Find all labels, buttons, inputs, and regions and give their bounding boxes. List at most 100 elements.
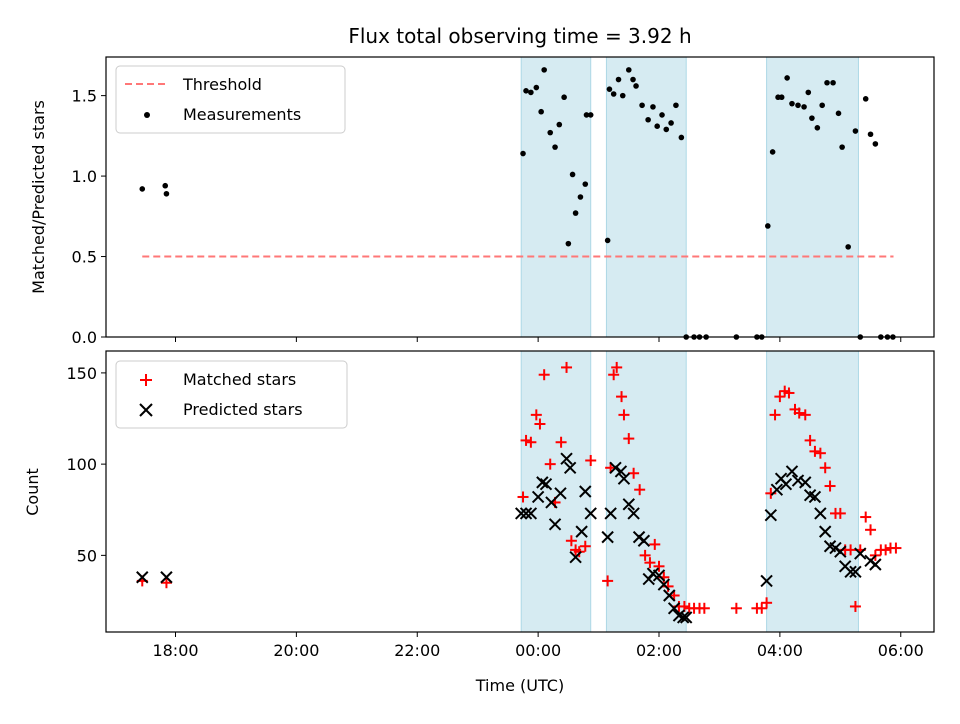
measurement-point — [520, 150, 526, 157]
measurement-point — [830, 79, 836, 86]
measurement-point — [162, 182, 169, 189]
x-tick-label: 06:00 — [878, 641, 924, 660]
measurement-point — [769, 149, 776, 155]
measurement-point — [778, 94, 785, 101]
predicted-star-point — [657, 578, 671, 591]
measurement-point — [541, 67, 547, 73]
observing-interval-band — [520, 350, 592, 633]
measurement-point — [650, 104, 656, 110]
count-y-tick-label: 150 — [66, 364, 97, 383]
matched-star-point — [849, 600, 861, 612]
measurement-point — [587, 112, 594, 118]
measurement-point — [577, 194, 584, 200]
measurement-point — [528, 89, 534, 96]
measurement-point — [625, 67, 632, 73]
measurement-point — [654, 123, 660, 129]
predicted-star-point — [663, 589, 676, 602]
predicted-star-point — [617, 472, 631, 485]
measurement-point — [814, 125, 821, 131]
measurement-point — [569, 171, 576, 178]
measurement-point — [630, 76, 636, 83]
matched-star-point — [730, 602, 742, 614]
measurement-point — [668, 120, 674, 126]
measurement-point — [538, 108, 544, 115]
measurement-point — [867, 131, 874, 138]
predicted-star-point — [854, 547, 867, 560]
measurement-point — [583, 112, 590, 118]
predicted-star-point — [569, 550, 582, 564]
matched-star-point — [865, 524, 877, 536]
measurement-point — [673, 102, 679, 109]
matched-star-point — [530, 409, 542, 421]
measurement-point — [610, 91, 617, 97]
measurement-point — [784, 75, 790, 81]
predicted-star-point — [575, 525, 588, 538]
ratio-legend: Threshold Measurements — [115, 65, 346, 134]
measurement-point — [619, 92, 626, 99]
predicted-star-point — [764, 509, 778, 522]
measurement-point — [659, 112, 665, 118]
predicted-star-point — [834, 545, 847, 558]
x-tick-label: 02:00 — [636, 641, 682, 660]
matched-star-point — [634, 484, 646, 496]
measurement-point — [633, 83, 639, 89]
predicted-star-point — [808, 490, 822, 504]
measurement-point — [789, 100, 795, 107]
measurement-point — [839, 144, 845, 150]
matched-star-point — [616, 391, 628, 403]
measurement-point — [872, 141, 879, 147]
count-panel: 18:00 20:00 22:00 00:00 02:00 04:00 06:00 50 100… — [23, 350, 935, 695]
ratio-y-axis-label: Matched/Predicted stars — [29, 100, 48, 294]
measurement-point — [862, 96, 869, 102]
count-y-axis-label: Count — [23, 468, 42, 516]
ratio-y-tick-label: 0.5 — [72, 248, 97, 267]
measurement-point — [795, 102, 801, 109]
matched-star-point — [618, 409, 630, 421]
predicted-star-point — [844, 565, 857, 578]
measurement-point — [645, 116, 651, 123]
legend-threshold-label: Threshold — [182, 75, 262, 94]
matched-star-point — [761, 597, 773, 609]
matched-star-point — [538, 369, 550, 381]
predicted-star-point — [160, 571, 173, 584]
count-y-tick-label: 50 — [77, 546, 97, 565]
matched-star-point — [561, 361, 573, 373]
measurement-point — [582, 181, 589, 187]
predicted-star-point — [560, 452, 573, 465]
predicted-star-point — [652, 569, 666, 582]
predicted-star-point — [579, 485, 592, 498]
matched-star-point — [639, 549, 651, 561]
measurement-point — [533, 84, 540, 91]
matched-star-point — [756, 602, 768, 614]
predicted-star-point — [627, 507, 640, 520]
predicted-star-point — [770, 483, 784, 496]
predicted-star-point — [819, 525, 832, 538]
figure-title: Flux total observing time = 3.92 h — [348, 24, 691, 48]
predicted-star-point — [760, 574, 773, 588]
predicted-star-point — [676, 611, 690, 624]
legend-matched-swatch — [140, 374, 152, 386]
predicted-star-point — [519, 507, 533, 520]
matched-star-point — [860, 511, 872, 523]
matched-star-point — [517, 491, 529, 503]
count-panel-frame — [105, 350, 935, 633]
x-tick-label: 18:00 — [152, 641, 198, 660]
measurement-point — [764, 223, 771, 229]
matched-star-point — [565, 535, 577, 547]
measurement-point — [615, 76, 622, 83]
measurement-point — [523, 87, 529, 94]
legend-measurements-swatch — [144, 112, 150, 118]
predicted-star-point — [779, 477, 793, 491]
measurement-point — [805, 89, 812, 96]
count-y-tick-label: 100 — [66, 455, 97, 474]
measurement-point — [561, 94, 567, 101]
matched-star-point — [814, 447, 826, 459]
predicted-star-point — [524, 507, 538, 520]
legend-matched-label: Matched stars — [183, 370, 296, 389]
x-tick-label: 22:00 — [394, 641, 440, 660]
legend-predicted-swatch — [139, 403, 153, 417]
x-tick-label: 00:00 — [515, 641, 561, 660]
matched-star-point — [520, 434, 532, 446]
predicted-star-point — [539, 477, 553, 491]
predicted-star-point — [622, 498, 635, 511]
